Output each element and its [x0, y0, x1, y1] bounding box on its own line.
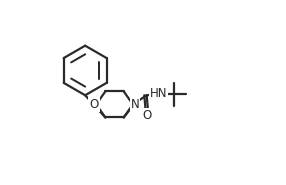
- Text: HN: HN: [150, 88, 167, 100]
- Text: O: O: [142, 109, 152, 122]
- Text: N: N: [131, 98, 140, 111]
- Text: O: O: [89, 98, 99, 111]
